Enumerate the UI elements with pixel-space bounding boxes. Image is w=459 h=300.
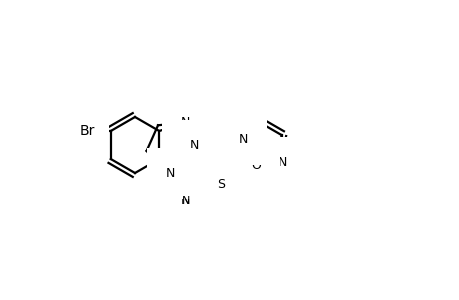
Text: N: N (190, 139, 199, 152)
Text: S: S (217, 178, 225, 191)
Text: N: N (181, 196, 190, 206)
Text: Br: Br (79, 124, 95, 138)
Text: N: N (181, 116, 190, 129)
Text: N: N (277, 156, 286, 169)
Text: O: O (251, 159, 260, 172)
Text: N: N (181, 194, 190, 208)
Text: N: N (166, 167, 175, 180)
Text: N: N (238, 134, 247, 146)
Text: N: N (181, 191, 190, 201)
Text: N: N (181, 161, 190, 174)
